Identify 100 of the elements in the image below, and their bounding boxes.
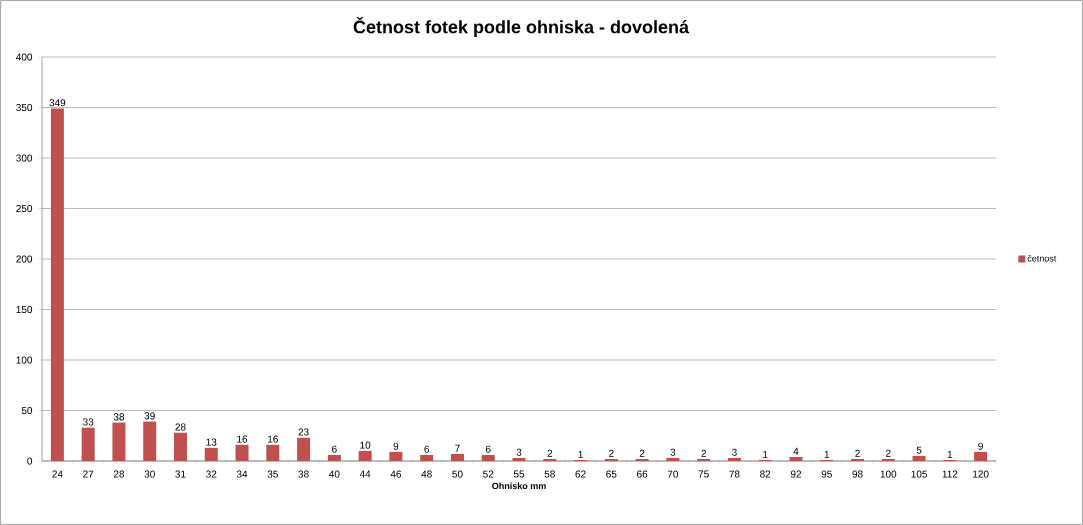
data-label: 6	[485, 445, 491, 453]
data-label: 2	[639, 449, 645, 457]
x-tick-label: 70	[667, 470, 679, 478]
data-label: 28	[175, 423, 186, 431]
bar	[974, 451, 988, 461]
data-label: 23	[298, 428, 309, 436]
x-tick-label: 55	[513, 470, 525, 478]
data-label: 5	[916, 446, 922, 454]
x-tick-label: 75	[698, 470, 709, 478]
x-tick-label: 35	[267, 470, 278, 478]
x-tick-label: 105	[911, 470, 927, 478]
y-tick-label: 250	[16, 204, 33, 213]
data-label: 2	[886, 449, 891, 457]
x-tick-label: 65	[606, 470, 617, 478]
bar	[266, 444, 280, 461]
x-tick-label: 46	[390, 470, 402, 478]
bar	[358, 450, 372, 461]
bar	[789, 456, 803, 461]
bar	[235, 444, 249, 461]
x-tick-label: 27	[83, 470, 94, 478]
data-label: 13	[206, 438, 217, 446]
bar	[635, 458, 649, 461]
x-tick-label: 100	[880, 470, 897, 478]
y-tick-label: 300	[16, 154, 33, 162]
bar	[481, 454, 495, 461]
data-label: 3	[670, 448, 676, 456]
x-tick-label: 52	[483, 470, 494, 478]
x-tick-label: 38	[298, 470, 309, 478]
x-tick-label: 95	[821, 470, 832, 478]
data-label: 2	[547, 449, 553, 457]
data-label: 9	[978, 442, 983, 450]
data-label: 33	[82, 418, 94, 426]
data-label: 1	[578, 450, 583, 458]
bar	[881, 458, 895, 461]
x-tick-label: 30	[144, 470, 155, 478]
x-tick-label: 120	[973, 470, 989, 478]
data-label: 7	[455, 444, 460, 452]
y-tick-label: 100	[16, 356, 33, 364]
bar	[81, 427, 95, 461]
x-axis-title: Ohnisko mm	[492, 482, 546, 490]
bar	[297, 437, 311, 461]
bar	[327, 454, 341, 461]
bar	[50, 108, 64, 461]
bar	[912, 455, 926, 461]
data-label: 38	[113, 413, 125, 421]
x-tick-label: 92	[790, 470, 802, 478]
bar	[697, 458, 711, 461]
x-tick-label: 82	[760, 470, 771, 478]
data-label: 2	[609, 449, 614, 457]
bar	[543, 458, 557, 461]
x-tick-label: 48	[421, 470, 432, 478]
bar	[604, 458, 618, 461]
x-tick-label: 34	[236, 470, 248, 478]
x-tick-label: 112	[942, 470, 958, 478]
data-label: 39	[144, 412, 155, 420]
data-label: 1	[824, 450, 830, 458]
data-label: 4	[793, 447, 799, 455]
x-tick-label: 40	[329, 470, 340, 478]
x-tick-label: 28	[113, 470, 125, 478]
x-tick-label: 24	[52, 470, 63, 478]
data-label: 6	[332, 445, 337, 453]
y-tick-label: 350	[16, 103, 33, 112]
x-tick-label: 66	[637, 470, 648, 478]
x-tick-label: 98	[852, 470, 863, 478]
data-label: 3	[732, 448, 737, 456]
chart-title: Četnost fotek podle ohniska - dovolená	[353, 17, 690, 37]
y-tick-label: 50	[21, 406, 33, 415]
bar	[851, 458, 865, 461]
x-tick-label: 32	[206, 470, 217, 478]
legend-label: četnost	[1027, 254, 1057, 262]
data-label: 6	[424, 445, 430, 453]
bar	[143, 421, 157, 461]
x-tick-label: 78	[729, 470, 740, 478]
data-label: 16	[268, 435, 278, 443]
bar	[450, 453, 464, 461]
bar	[173, 432, 187, 461]
x-tick-label: 62	[575, 470, 586, 478]
data-label: 3	[516, 448, 522, 456]
y-tick-label: 200	[16, 255, 33, 263]
bar	[112, 422, 126, 461]
data-label: 16	[237, 435, 248, 443]
bar	[512, 457, 526, 461]
data-label: 1	[763, 450, 768, 458]
x-tick-label: 50	[452, 470, 463, 478]
bar	[727, 457, 741, 461]
bar	[666, 457, 680, 461]
data-label: 10	[360, 441, 371, 449]
data-label: 349	[49, 99, 66, 107]
y-tick-label: 0	[27, 457, 33, 465]
data-label: 2	[701, 449, 706, 457]
bar	[420, 454, 434, 461]
x-tick-label: 31	[175, 470, 186, 478]
x-tick-label: 58	[544, 470, 555, 478]
x-tick-label: 44	[359, 470, 371, 478]
y-tick-label: 400	[16, 53, 33, 61]
data-label: 1	[947, 450, 953, 458]
bar	[204, 447, 218, 461]
y-tick-label: 150	[16, 305, 33, 314]
data-label: 2	[855, 449, 860, 457]
data-label: 9	[393, 442, 399, 450]
